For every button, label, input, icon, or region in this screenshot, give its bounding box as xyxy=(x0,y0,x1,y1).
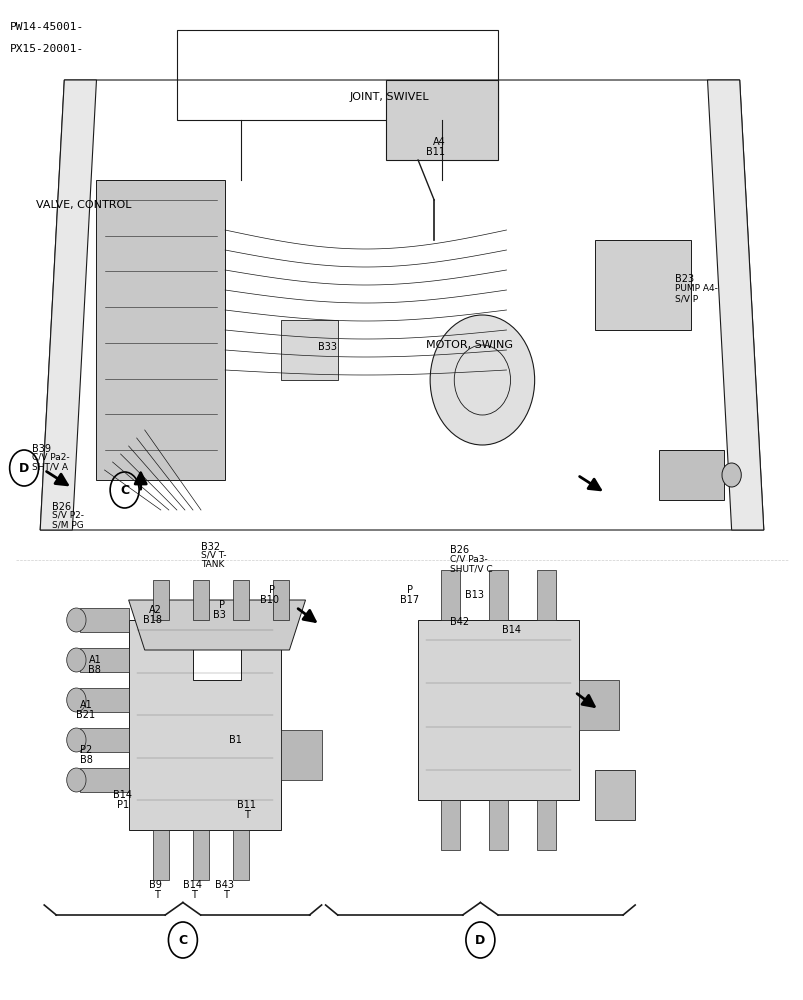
Text: S/M PG: S/M PG xyxy=(52,521,84,530)
Text: B14: B14 xyxy=(183,880,202,890)
Text: B3: B3 xyxy=(213,610,226,620)
Polygon shape xyxy=(281,320,337,380)
Polygon shape xyxy=(80,688,128,712)
Polygon shape xyxy=(418,620,578,800)
Circle shape xyxy=(67,608,86,632)
Text: B42: B42 xyxy=(450,617,469,627)
Text: P1: P1 xyxy=(116,800,128,810)
Circle shape xyxy=(67,648,86,672)
Text: B8: B8 xyxy=(80,755,93,765)
Polygon shape xyxy=(40,80,96,530)
Polygon shape xyxy=(128,600,305,650)
Polygon shape xyxy=(193,830,209,880)
Polygon shape xyxy=(193,580,209,620)
Polygon shape xyxy=(488,800,507,850)
Text: B26: B26 xyxy=(52,502,71,512)
Polygon shape xyxy=(80,728,128,752)
Text: D: D xyxy=(475,934,485,946)
Polygon shape xyxy=(80,648,128,672)
Text: T: T xyxy=(243,810,249,820)
Text: B17: B17 xyxy=(400,595,419,605)
Text: TANK: TANK xyxy=(201,560,224,569)
Polygon shape xyxy=(153,580,169,620)
Text: P: P xyxy=(406,585,412,595)
Text: PW14-45001-: PW14-45001- xyxy=(10,22,84,32)
Polygon shape xyxy=(440,800,459,850)
Text: B10: B10 xyxy=(259,595,279,605)
Polygon shape xyxy=(80,768,128,792)
Text: VALVE, CONTROL: VALVE, CONTROL xyxy=(36,200,132,210)
Polygon shape xyxy=(658,450,723,500)
Text: D: D xyxy=(19,462,29,475)
Circle shape xyxy=(721,463,740,487)
Text: A1: A1 xyxy=(88,655,101,665)
Polygon shape xyxy=(536,800,556,850)
Text: S/V P: S/V P xyxy=(675,294,698,303)
Text: B21: B21 xyxy=(76,710,96,720)
Polygon shape xyxy=(281,730,321,780)
Text: B14: B14 xyxy=(112,790,132,800)
Text: B1: B1 xyxy=(229,735,242,745)
Text: T: T xyxy=(223,890,229,900)
Text: B13: B13 xyxy=(464,590,483,600)
Circle shape xyxy=(67,688,86,712)
Text: B39: B39 xyxy=(32,444,51,454)
Text: B8: B8 xyxy=(88,665,101,675)
Text: SHUT/V C: SHUT/V C xyxy=(450,564,492,573)
Text: MOTOR, SWING: MOTOR, SWING xyxy=(426,340,512,350)
Text: C/V Pa3-: C/V Pa3- xyxy=(450,554,487,563)
Circle shape xyxy=(430,315,534,445)
Text: T: T xyxy=(154,890,160,900)
Text: B14: B14 xyxy=(502,625,521,635)
Polygon shape xyxy=(96,180,225,480)
Text: A1: A1 xyxy=(80,700,93,710)
Text: B32: B32 xyxy=(201,542,220,552)
Text: JOINT, SWIVEL: JOINT, SWIVEL xyxy=(349,92,429,102)
Text: B23: B23 xyxy=(675,274,694,284)
Polygon shape xyxy=(440,570,459,620)
Polygon shape xyxy=(578,680,618,730)
Text: B18: B18 xyxy=(143,615,162,625)
Polygon shape xyxy=(80,608,128,632)
Text: S/V T-: S/V T- xyxy=(201,551,226,560)
Polygon shape xyxy=(233,580,249,620)
Text: S/V P2-: S/V P2- xyxy=(52,511,84,520)
Polygon shape xyxy=(536,570,556,620)
Text: P: P xyxy=(269,585,275,595)
Text: B11: B11 xyxy=(237,800,256,810)
Text: PUMP A4-: PUMP A4- xyxy=(675,284,717,293)
Text: C: C xyxy=(178,934,187,946)
Text: PX15-20001-: PX15-20001- xyxy=(10,44,84,54)
Text: B26: B26 xyxy=(450,545,469,555)
Text: C/V Pa2-: C/V Pa2- xyxy=(32,453,70,462)
Polygon shape xyxy=(233,830,249,880)
Text: B9: B9 xyxy=(149,880,161,890)
Polygon shape xyxy=(153,830,169,880)
Text: B11: B11 xyxy=(426,147,445,157)
Polygon shape xyxy=(273,580,289,620)
Polygon shape xyxy=(594,240,691,330)
Text: A2: A2 xyxy=(149,605,161,615)
Text: SHT/V A: SHT/V A xyxy=(32,463,68,472)
Polygon shape xyxy=(128,620,281,830)
Circle shape xyxy=(67,728,86,752)
Text: T: T xyxy=(191,890,197,900)
Circle shape xyxy=(67,768,86,792)
Polygon shape xyxy=(385,80,498,160)
Polygon shape xyxy=(707,80,763,530)
Text: P2: P2 xyxy=(80,745,92,755)
Polygon shape xyxy=(488,570,507,620)
Text: B33: B33 xyxy=(317,342,336,352)
Text: B43: B43 xyxy=(215,880,234,890)
Text: C: C xyxy=(120,484,129,496)
Text: A4: A4 xyxy=(432,137,445,147)
Text: P: P xyxy=(218,600,224,610)
Polygon shape xyxy=(594,770,634,820)
